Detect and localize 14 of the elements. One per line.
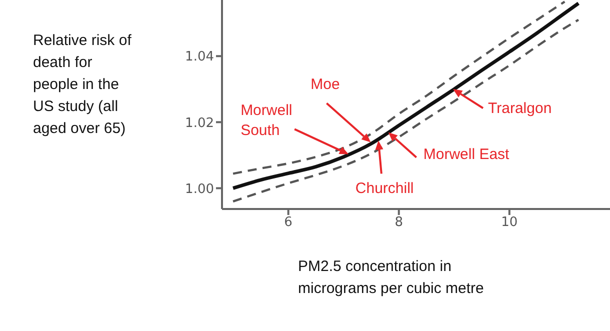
annotation: Churchill xyxy=(355,178,415,199)
y-tick-label: 1.02 xyxy=(185,116,214,131)
annotation: Morwell East xyxy=(423,145,510,166)
x-tick-label: 6 xyxy=(284,215,292,230)
y-tick-label: 1.00 xyxy=(185,182,214,197)
line-series xyxy=(232,18,580,203)
x-tick-label: 10 xyxy=(501,215,518,230)
annotation: Traralgon xyxy=(488,99,553,120)
y-axis-title: Relative risk of death for people in the US study (all aged over 65) xyxy=(33,31,132,139)
x-axis-title: PM2.5 concentration in micrograms per cubic metre xyxy=(298,257,485,299)
annotation: Moe xyxy=(310,75,341,96)
x-tick-label: 8 xyxy=(394,215,404,230)
y-tick-label: 1.04 xyxy=(185,50,214,65)
annotation: Morwell South xyxy=(240,101,294,142)
